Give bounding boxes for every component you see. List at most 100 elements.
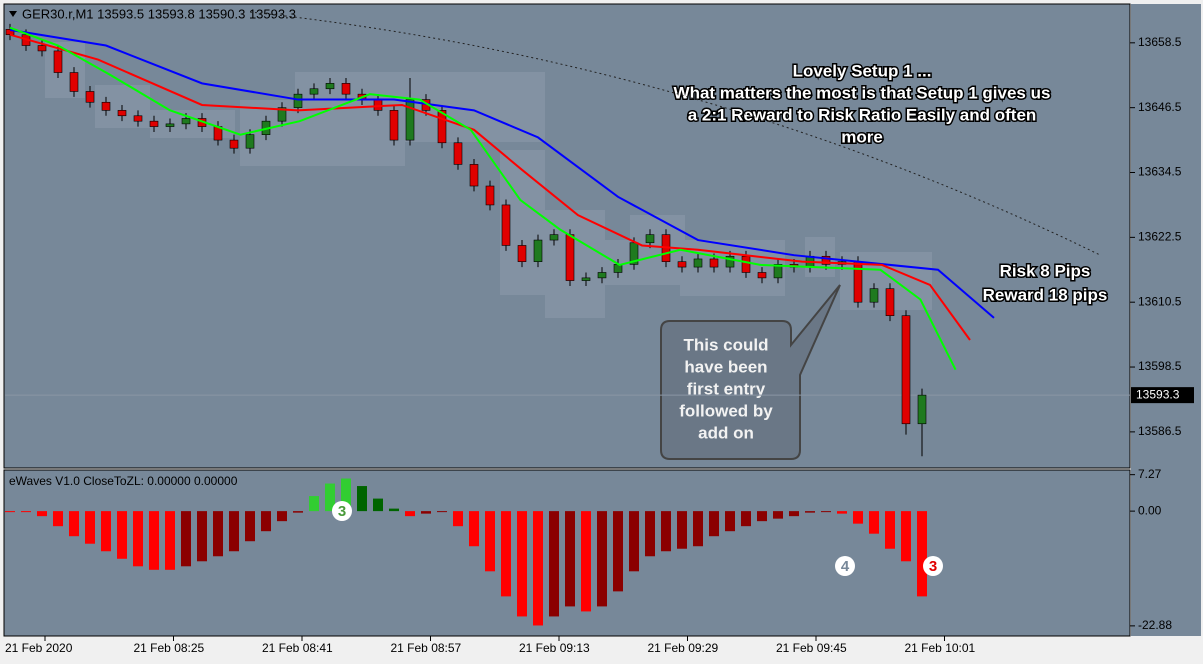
- last-price-label: 13593.3: [1136, 387, 1180, 401]
- candle-body: [501, 204, 511, 246]
- candle-body: [549, 234, 559, 241]
- last-price-box: [1131, 387, 1194, 404]
- moving-average: [9, 33, 971, 341]
- x-tick-label: 21 Feb 09:13: [519, 641, 590, 655]
- y-tick-label: 13586.5: [1138, 424, 1182, 438]
- candle-body: [437, 110, 447, 144]
- candle-body: [133, 115, 143, 122]
- trend-dots: [249, 11, 1101, 256]
- candle-body: [181, 118, 191, 125]
- histogram-bar: [357, 486, 367, 512]
- y-tick-label: 13598.5: [1138, 359, 1182, 373]
- x-tick-label: 21 Feb 08:41: [262, 641, 333, 655]
- badge: [923, 556, 943, 576]
- histogram-bar: [821, 511, 831, 513]
- annotation: Risk 8 Pips: [1000, 261, 1091, 280]
- histogram-bar: [901, 511, 911, 562]
- histogram-bar: [533, 511, 543, 626]
- histogram-bar: [501, 511, 511, 597]
- candle-body: [469, 164, 479, 187]
- histogram-bar: [437, 511, 447, 513]
- histogram-bar: [581, 511, 591, 612]
- histogram-bar: [53, 511, 63, 527]
- price-axis: [1131, 4, 1201, 636]
- badge-label: 3: [929, 558, 937, 575]
- candle-body: [821, 255, 831, 265]
- histogram-bar: [549, 511, 559, 617]
- y-tick-label: -22.88: [1138, 618, 1172, 632]
- candle-body: [901, 315, 911, 425]
- histogram-bar: [453, 511, 463, 527]
- candle-body: [645, 234, 655, 244]
- candle-body: [485, 185, 495, 206]
- candle-body: [517, 245, 527, 262]
- histogram-bar: [789, 511, 799, 517]
- callout-box: [660, 284, 841, 460]
- histogram-bar: [885, 511, 895, 549]
- candle-body: [885, 288, 895, 317]
- annotation: a 2:1 Reward to Risk Ratio Easily and of…: [688, 105, 1037, 124]
- histogram-bar: [181, 511, 191, 567]
- histogram-bar: [117, 511, 127, 559]
- candle-body: [341, 83, 351, 95]
- callout-text: followed by: [679, 401, 773, 420]
- histogram-bar: [677, 511, 687, 549]
- histogram-bar: [805, 511, 815, 513]
- histogram-bar: [725, 511, 735, 532]
- candle-body: [325, 83, 335, 90]
- callout-text: have been: [684, 357, 767, 376]
- histogram-bar: [469, 511, 479, 547]
- badge: [332, 501, 352, 521]
- candle-body: [37, 45, 47, 52]
- histogram-bar: [693, 511, 703, 547]
- annotation: What matters the most is that Setup 1 gi…: [674, 83, 1051, 102]
- y-tick-label: 13634.5: [1138, 165, 1182, 179]
- y-tick-label: 13646.5: [1138, 100, 1182, 114]
- annotation: Lovely Setup 1 ...: [793, 61, 932, 80]
- histogram-bar: [485, 511, 495, 572]
- histogram-bar: [277, 511, 287, 522]
- badge: [835, 556, 855, 576]
- candle-body: [533, 239, 543, 262]
- x-tick-label: 21 Feb 09:45: [776, 641, 847, 655]
- candle-body: [405, 99, 415, 141]
- histogram-bar: [661, 511, 671, 552]
- candle-body: [149, 120, 159, 127]
- x-tick-label: 21 Feb 08:25: [134, 641, 205, 655]
- candle-body: [677, 261, 687, 268]
- histogram-bar: [261, 511, 271, 532]
- candle-body: [565, 234, 575, 281]
- candle-body: [725, 255, 735, 268]
- candle-body: [165, 123, 175, 127]
- x-tick-label: 21 Feb 10:01: [905, 641, 976, 655]
- histogram-bar: [597, 511, 607, 607]
- histogram-bar: [341, 478, 351, 512]
- candle-body: [309, 88, 319, 95]
- candle-body: [85, 91, 95, 103]
- candle-body: [757, 272, 767, 279]
- histogram-bar: [133, 511, 143, 567]
- histogram-bar: [293, 511, 303, 513]
- candle-body: [581, 277, 591, 281]
- histogram-bar: [645, 511, 655, 557]
- histogram-bar: [69, 511, 79, 537]
- histogram-bar: [837, 511, 847, 514]
- indicator-header: eWaves V1.0 CloseToZL: 0.00000 0.00000: [9, 474, 238, 488]
- histogram-bar: [565, 511, 575, 607]
- candle-body: [693, 258, 703, 268]
- histogram-bar: [917, 511, 927, 597]
- histogram-bar: [149, 511, 159, 570]
- candle-body: [117, 110, 127, 117]
- x-tick-label: 21 Feb 2020: [5, 641, 73, 655]
- candle-body: [917, 394, 927, 425]
- y-tick-label: 0.00: [1138, 503, 1162, 517]
- histogram-bar: [613, 511, 623, 592]
- y-tick-label: 13622.5: [1138, 230, 1182, 244]
- candle-body: [245, 134, 255, 149]
- candle-body: [53, 50, 63, 73]
- annotation: Reward 18 pips: [983, 285, 1108, 304]
- histogram-bar: [757, 511, 767, 522]
- histogram-bar: [421, 511, 431, 514]
- candle-body: [277, 107, 287, 122]
